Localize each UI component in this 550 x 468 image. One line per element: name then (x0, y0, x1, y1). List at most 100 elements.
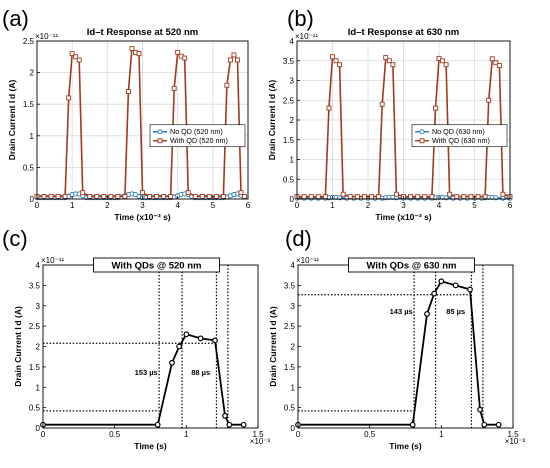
y-exponent: ×10⁻¹¹ (295, 32, 318, 41)
data-point (438, 278, 445, 285)
y-tick-label: 4 (291, 261, 296, 270)
chart-title: Id–t Response at 520 nm (87, 27, 198, 38)
y-tick-label: 1 (36, 383, 41, 392)
y-tick-label: 3 (290, 77, 295, 86)
data-point (168, 194, 174, 199)
data-point (468, 194, 474, 200)
y-exponent: ×10⁻¹¹ (41, 256, 64, 265)
data-point (322, 194, 328, 200)
data-point (482, 194, 488, 200)
x-tick-label: 3 (140, 201, 145, 210)
data-point (240, 421, 247, 428)
data-point (87, 194, 93, 199)
data-point (76, 57, 82, 63)
data-point (386, 58, 392, 64)
data-point (408, 194, 414, 200)
data-point (161, 194, 167, 199)
y-tick-label: 1.5 (29, 363, 41, 372)
plot-area (43, 265, 258, 428)
data-point (122, 194, 128, 199)
y-tick-label: 2 (36, 343, 41, 352)
data-point (308, 194, 314, 200)
data-point (454, 194, 460, 200)
y-axis-label: Drain Current I d (A) (267, 80, 277, 161)
y-tick-label: 2 (291, 343, 296, 352)
data-point (429, 194, 435, 200)
y-tick-label: 2.5 (283, 96, 295, 105)
data-point (101, 194, 107, 199)
data-point (192, 194, 198, 199)
y-tick-label: 2 (290, 116, 295, 125)
data-point (495, 421, 502, 428)
series-line (298, 280, 499, 426)
data-point (424, 311, 430, 317)
data-point (73, 54, 79, 60)
x-tick-label: 4 (175, 201, 180, 210)
data-point (176, 343, 183, 350)
data-point (431, 290, 438, 297)
y-tick-label: 1.5 (284, 363, 296, 372)
x-axis-label: Time (s) (134, 441, 167, 451)
x-exponent: ×10⁻³ (250, 437, 271, 446)
y-tick-label: 1 (291, 383, 296, 392)
data-point (125, 89, 131, 95)
data-point (496, 63, 502, 68)
data-point (55, 194, 61, 199)
x-tick-label: 0 (41, 430, 46, 439)
y-exponent: ×10⁻¹¹ (296, 256, 319, 265)
data-point (409, 421, 416, 428)
data-point (185, 190, 191, 196)
x-tick-label: 3 (401, 201, 406, 210)
data-point (475, 194, 481, 200)
data-point (147, 194, 152, 199)
panel-label: (d) (285, 226, 312, 251)
x-tick-label: 6 (246, 201, 251, 210)
data-point (129, 46, 135, 52)
legend: No QD (520 nm)With QD (520 nm) (149, 124, 246, 148)
data-point (66, 95, 72, 101)
data-point (467, 286, 473, 293)
data-point (224, 82, 230, 88)
x-tick-label: 1 (330, 201, 335, 210)
data-point (222, 412, 228, 419)
x-tick-label: 0 (35, 201, 40, 210)
x-tick-label: 0 (296, 430, 301, 439)
data-point (238, 190, 244, 196)
data-point (489, 56, 495, 62)
data-point (390, 62, 396, 68)
x-tick-label: 1 (184, 430, 189, 439)
y-tick-label: 4 (36, 261, 41, 270)
x-tick-label: 1.5 (507, 430, 519, 439)
data-point (115, 194, 121, 199)
data-point (315, 194, 321, 200)
data-point (220, 194, 226, 199)
data-point (199, 194, 205, 199)
data-point (69, 51, 75, 57)
chart-title: With QDs @ 630 nm (367, 261, 457, 272)
x-axis-label: Time (s) (389, 441, 422, 451)
y-tick-label: 0 (30, 195, 35, 204)
data-point (48, 194, 54, 199)
x-tick-label: 4 (437, 201, 442, 210)
data-point (62, 194, 68, 199)
data-point (183, 331, 190, 338)
title-box (93, 257, 220, 273)
panel-a: (a) 0 1 2 3 4 5 6 0 0.5 1 1.5 2 2.5×10⁻¹¹ Id–t Respons… (2, 6, 251, 222)
legend-box (149, 124, 246, 148)
title-box (348, 257, 475, 273)
panel-label: (a) (2, 6, 29, 31)
data-point (94, 194, 100, 199)
data-point (234, 57, 240, 63)
data-point (477, 406, 483, 413)
series-line (43, 333, 244, 426)
data-point (447, 191, 453, 197)
y-tick-label: 1.5 (283, 136, 295, 145)
y-axis-label: Drain Current I d (A) (268, 306, 278, 387)
y-tick-label: 0.5 (284, 404, 296, 413)
y-tick-label: 3.5 (283, 57, 295, 66)
legend-marker (157, 138, 163, 144)
data-point (362, 194, 367, 200)
x-tick-label: 2 (105, 201, 110, 210)
data-point (108, 194, 114, 199)
